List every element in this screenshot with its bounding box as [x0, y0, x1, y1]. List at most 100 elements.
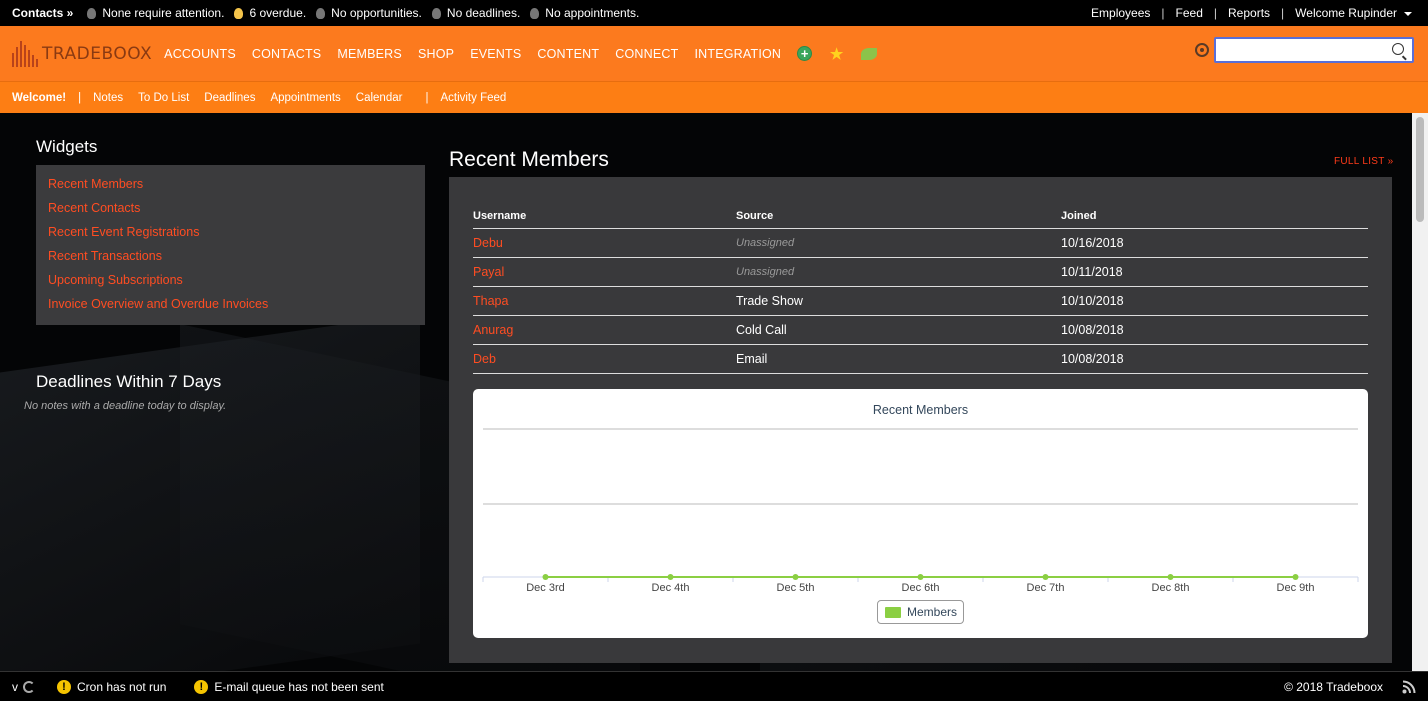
calendar-link[interactable]: Calendar [355, 91, 403, 104]
table-row: Thapa Trade Show 10/10/2018 [473, 286, 1368, 316]
status-opportunities[interactable]: No opportunities. [316, 6, 422, 20]
leaf-icon[interactable] [861, 47, 878, 60]
search-box [1214, 37, 1414, 63]
member-source: Cold Call [736, 315, 1061, 345]
member-username-link[interactable]: Payal [473, 257, 736, 287]
nav-members[interactable]: MEMBERS [337, 46, 402, 61]
chart-title: Recent Members [872, 403, 969, 417]
activity-feed-link[interactable]: Activity Feed [440, 91, 507, 104]
welcome-link[interactable]: Welcome! [12, 91, 67, 104]
member-username-link[interactable]: Thapa [473, 286, 736, 316]
deadlines-link[interactable]: Deadlines [204, 91, 256, 104]
x-tick-label: Dec 6th [902, 582, 940, 594]
table-row: Deb Email 10/08/2018 [473, 344, 1368, 374]
member-joined: 10/16/2018 [1061, 228, 1368, 258]
feed-link[interactable]: Feed [1175, 6, 1203, 20]
main-nav: TRADEBOOX ACCOUNTS CONTACTS MEMBERS SHOP… [0, 26, 1428, 81]
scrollbar-thumb[interactable] [1416, 117, 1424, 222]
todo-link[interactable]: To Do List [138, 91, 190, 104]
widget-recent-transactions[interactable]: Recent Transactions [48, 249, 162, 263]
email-queue-warning[interactable]: ! E-mail queue has not been sent [194, 679, 384, 694]
nav-accounts[interactable]: ACCOUNTS [164, 46, 236, 61]
caret-down-icon [1404, 11, 1412, 16]
table-row: Debu Unassigned 10/16/2018 [473, 228, 1368, 258]
column-source: Source [736, 205, 1061, 229]
widget-upcoming-subscriptions[interactable]: Upcoming Subscriptions [48, 273, 183, 287]
widget-recent-event-registrations[interactable]: Recent Event Registrations [48, 225, 200, 239]
tradeboox-logo[interactable]: TRADEBOOX [10, 37, 152, 71]
data-point [667, 574, 674, 580]
nav-integration[interactable]: INTEGRATION [694, 46, 782, 61]
status-overdue[interactable]: 6 overdue. [234, 6, 306, 20]
table-row: Anurag Cold Call 10/08/2018 [473, 315, 1368, 345]
cron-warning[interactable]: ! Cron has not run [57, 679, 166, 694]
contacts-context-link[interactable]: Contacts » [12, 6, 74, 20]
x-tick-label: Dec 5th [777, 582, 815, 594]
copyright: © 2018 Tradeboox [1284, 679, 1383, 694]
add-plus-icon[interactable]: + [797, 46, 813, 61]
member-joined: 10/08/2018 [1061, 344, 1368, 374]
chart-canvas: Dec 3rd Dec 4th Dec 5th Dec 6th Dec 7th Dec 8… [482, 428, 1359, 594]
member-username-link[interactable]: Anurag [473, 315, 736, 345]
nav-contacts[interactable]: CONTACTS [251, 46, 322, 61]
refresh-icon[interactable] [23, 680, 35, 693]
widget-recent-contacts[interactable]: Recent Contacts [48, 201, 141, 215]
data-point [1167, 574, 1174, 580]
lightbulb-on-icon [234, 7, 244, 19]
nav-events[interactable]: EVENTS [470, 46, 522, 61]
recent-members-table: Username Source Joined Debu Unassigned 1… [473, 205, 1368, 374]
status-attention[interactable]: None require attention. [87, 6, 224, 20]
member-username-link[interactable]: Debu [473, 228, 736, 258]
favorites-star-icon[interactable]: ★ [829, 45, 844, 63]
logo-text: TRADEBOOX [42, 43, 153, 64]
chart-legend-members[interactable]: Members [877, 600, 964, 624]
status-appointments[interactable]: No appointments. [530, 6, 639, 20]
member-source: Trade Show [736, 286, 1061, 316]
widgets-list: Recent Members Recent Contacts Recent Ev… [36, 165, 425, 325]
x-tick-label: Dec 8th [1152, 582, 1190, 594]
widget-invoice-overview[interactable]: Invoice Overview and Overdue Invoices [48, 297, 269, 311]
widgets-heading: Widgets [36, 137, 98, 156]
data-point [1042, 574, 1049, 580]
x-tick-label: Dec 4th [652, 582, 690, 594]
nav-content[interactable]: CONTENT [537, 46, 600, 61]
nav-connect[interactable]: CONNECT [615, 46, 679, 61]
x-tick-label: Dec 7th [1027, 582, 1065, 594]
top-right-links: Employees | Feed | Reports | Welcome Rupind… [1091, 0, 1412, 26]
x-tick-label: Dec 9th [1277, 582, 1315, 594]
search-icon[interactable] [1392, 43, 1404, 55]
legend-swatch [885, 606, 901, 618]
reports-link[interactable]: Reports [1228, 6, 1271, 20]
logo-mark-icon [10, 37, 42, 71]
appointments-link[interactable]: Appointments [270, 91, 341, 104]
member-source: Unassigned [736, 228, 1061, 258]
lightbulb-off-icon [87, 7, 97, 19]
dashboard-content: Widgets Recent Members Recent Contacts R… [0, 113, 1412, 671]
notes-link[interactable]: Notes [93, 91, 124, 104]
member-joined: 10/10/2018 [1061, 286, 1368, 316]
lightbulb-off-icon [316, 7, 326, 19]
page-scrollbar[interactable] [1412, 113, 1428, 671]
status-deadlines[interactable]: No deadlines. [431, 6, 520, 20]
nav-shop[interactable]: SHOP [417, 46, 455, 61]
lightbulb-off-icon [431, 7, 441, 19]
data-point [917, 574, 924, 580]
warning-icon: ! [194, 679, 209, 694]
deadlines-empty-message: No notes with a deadline today to displa… [24, 400, 227, 412]
rss-icon[interactable] [1402, 680, 1416, 694]
member-joined: 10/11/2018 [1061, 257, 1368, 287]
employees-link[interactable]: Employees [1091, 6, 1151, 20]
x-tick-label: Dec 3rd [526, 582, 565, 594]
target-icon[interactable] [1195, 43, 1209, 57]
full-list-link[interactable]: FULL LIST » [1334, 156, 1394, 167]
warning-icon: ! [57, 679, 71, 694]
member-username-link[interactable]: Deb [473, 344, 736, 374]
version-label: v [12, 679, 18, 694]
widget-recent-members[interactable]: Recent Members [48, 177, 144, 191]
member-joined: 10/08/2018 [1061, 315, 1368, 345]
deadlines-heading: Deadlines Within 7 Days [36, 372, 222, 391]
footer-bar: v ! Cron has not run ! E-mail queue has no… [0, 671, 1428, 701]
search-input[interactable] [1220, 40, 1390, 60]
user-menu[interactable]: Welcome Rupinder [1295, 6, 1412, 20]
legend-label: Members [907, 605, 958, 619]
